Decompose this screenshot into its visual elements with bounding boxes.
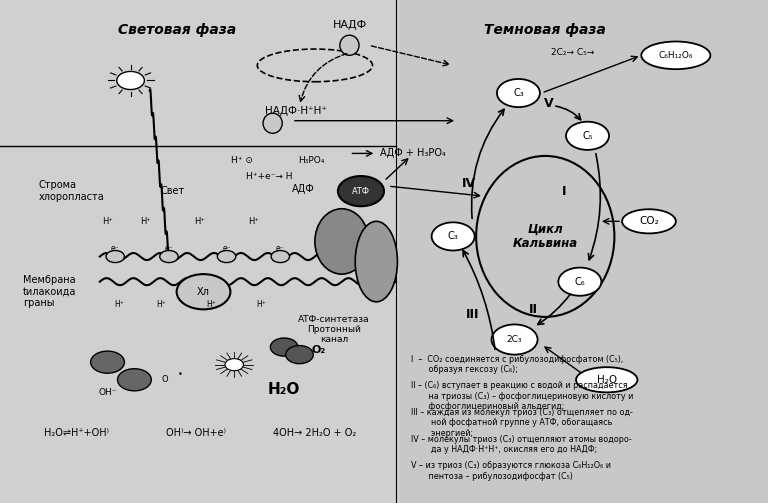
- Text: Н₂О: Н₂О: [268, 382, 300, 397]
- Text: H⁺: H⁺: [114, 300, 124, 309]
- Text: НАДФ: НАДФ: [333, 20, 366, 30]
- Text: АТФ-синтетаза: АТФ-синтетаза: [298, 315, 370, 324]
- Text: C₃: C₃: [513, 88, 524, 98]
- Text: C₆: C₆: [574, 277, 585, 287]
- Text: CO₂: CO₂: [639, 216, 659, 226]
- Text: V: V: [545, 97, 554, 110]
- Text: H⁺: H⁺: [102, 217, 113, 226]
- Text: H⁺: H⁺: [194, 217, 205, 226]
- Text: V – из триоз (C₃) образуются глюкоза C₆H₁₂O₆ и
       пентоза – рибулозодифосфат: V – из триоз (C₃) образуются глюкоза C₆H…: [411, 461, 611, 481]
- Text: C₅: C₅: [582, 131, 593, 141]
- Text: 4ОН→ 2Н₂О + О₂: 4ОН→ 2Н₂О + О₂: [273, 428, 356, 438]
- Text: •: •: [178, 370, 183, 379]
- Ellipse shape: [263, 113, 283, 133]
- Circle shape: [225, 359, 243, 371]
- Text: О: О: [162, 375, 168, 384]
- Text: C₆H₁₂O₆: C₆H₁₂O₆: [659, 51, 693, 60]
- Text: Мембрана
tилакоида
граны: Мембрана tилакоида граны: [23, 275, 76, 308]
- Circle shape: [270, 338, 298, 356]
- Circle shape: [558, 268, 601, 296]
- Text: H⁺ ⊙: H⁺ ⊙: [231, 156, 253, 165]
- Circle shape: [118, 369, 151, 391]
- Circle shape: [492, 324, 538, 355]
- Text: е⁻: е⁻: [111, 244, 120, 254]
- Text: I: I: [562, 185, 567, 198]
- Text: III – каждая из молекул триоз (C₃) отщепляет по од-
        ной фосфатной группе: III – каждая из молекул триоз (C₃) отщеп…: [411, 408, 633, 438]
- Text: H₂O: H₂O: [597, 375, 617, 385]
- Text: е⁻: е⁻: [222, 244, 231, 254]
- Ellipse shape: [355, 221, 398, 302]
- Circle shape: [217, 250, 236, 263]
- Circle shape: [117, 71, 144, 90]
- Text: H⁺: H⁺: [257, 300, 266, 309]
- Text: е⁻: е⁻: [276, 244, 285, 254]
- Text: H⁺: H⁺: [207, 300, 216, 309]
- Text: IV: IV: [462, 177, 475, 190]
- Circle shape: [271, 250, 290, 263]
- Circle shape: [286, 346, 313, 364]
- Text: ОН⁾→ ОН+е⁾: ОН⁾→ ОН+е⁾: [166, 428, 226, 438]
- Text: III: III: [465, 308, 479, 321]
- Ellipse shape: [622, 209, 676, 233]
- Text: АДФ + Н₃РО₄: АДФ + Н₃РО₄: [380, 148, 446, 158]
- Text: ОН⁻: ОН⁻: [98, 388, 117, 397]
- Text: 2C₃: 2C₃: [507, 335, 522, 344]
- Text: е⁻: е⁻: [164, 244, 174, 254]
- Text: Строма
хлоропласта: Строма хлоропласта: [38, 181, 104, 202]
- Text: IV – молекулы триоз (C₃) отщепляют атомы водоро-
        да у НАДФ·Н⁺Н⁺, окисляя: IV – молекулы триоз (C₃) отщепляют атомы…: [411, 435, 631, 454]
- Text: H⁺: H⁺: [141, 217, 151, 226]
- Text: Протонный
канал: Протонный канал: [307, 325, 361, 344]
- Circle shape: [566, 122, 609, 150]
- Circle shape: [497, 79, 540, 107]
- FancyBboxPatch shape: [399, 0, 768, 503]
- Ellipse shape: [576, 367, 637, 392]
- Text: Темновая фаза: Темновая фаза: [485, 23, 606, 37]
- Text: II: II: [529, 303, 538, 316]
- Ellipse shape: [641, 42, 710, 69]
- Text: Хл: Хл: [197, 287, 210, 297]
- Text: H⁺: H⁺: [248, 217, 259, 226]
- Text: II – (C₆) вступает в реакцию с водой и распадается
       на триозы (C₃) – фосфо: II – (C₆) вступает в реакцию с водой и р…: [411, 381, 634, 411]
- Text: Свет: Свет: [161, 186, 185, 196]
- Text: Н₂О⇌Н⁺+ОН⁾: Н₂О⇌Н⁺+ОН⁾: [45, 428, 109, 438]
- Text: АТФ: АТФ: [352, 187, 370, 196]
- Ellipse shape: [315, 209, 369, 274]
- Text: О₂: О₂: [312, 345, 326, 355]
- Circle shape: [106, 250, 124, 263]
- Text: Цикл
Кальвина: Цикл Кальвина: [513, 222, 578, 250]
- Text: НАДФ·Н⁺Н⁺: НАДФ·Н⁺Н⁺: [265, 106, 326, 116]
- Text: Н₃РО₄: Н₃РО₄: [298, 156, 324, 165]
- Circle shape: [91, 351, 124, 373]
- Text: H⁺: H⁺: [157, 300, 166, 309]
- Text: C₃: C₃: [448, 231, 458, 241]
- FancyBboxPatch shape: [0, 0, 399, 503]
- Circle shape: [160, 250, 178, 263]
- Circle shape: [432, 222, 475, 250]
- Text: H⁺+е⁻→ H: H⁺+е⁻→ H: [246, 172, 292, 181]
- Text: АДФ: АДФ: [292, 184, 315, 194]
- Ellipse shape: [339, 35, 359, 55]
- Circle shape: [177, 274, 230, 309]
- Text: I  –  CO₂ соединяется с рибулозодифосфатом (C₅),
       образуя гексозу (C₆);: I – CO₂ соединяется с рибулозодифосфатом…: [411, 355, 623, 374]
- Text: Световая фаза: Световая фаза: [118, 23, 236, 37]
- Circle shape: [338, 176, 384, 206]
- Text: 2C₂→ C₅→: 2C₂→ C₅→: [551, 48, 594, 57]
